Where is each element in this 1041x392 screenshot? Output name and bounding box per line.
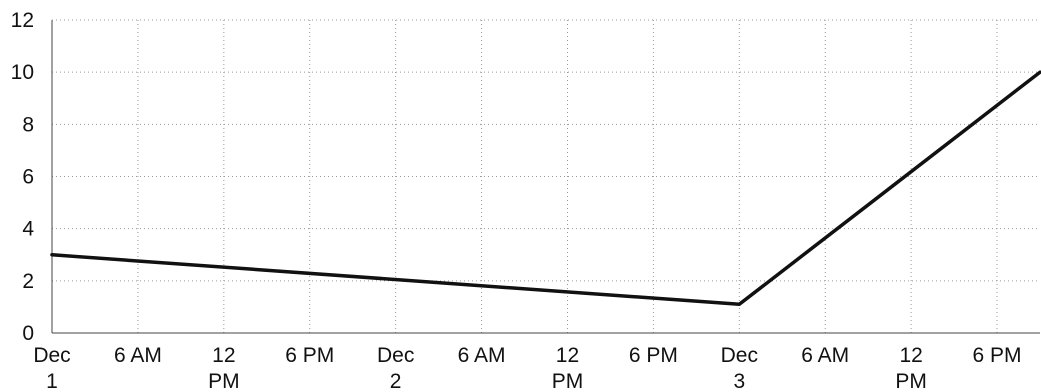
series-layer	[50, 70, 1041, 307]
x-tick-label: 12 PM	[208, 344, 240, 392]
x-tick-label: 12 PM	[895, 344, 927, 392]
y-tick-label: 4	[22, 218, 34, 241]
x-tick-label: Dec 3	[721, 344, 758, 392]
series-line-0	[50, 70, 1041, 307]
x-tick-label: 6 AM	[801, 344, 849, 367]
x-tick-label: 6 PM	[285, 344, 334, 367]
x-tick-label: 6 PM	[973, 344, 1022, 367]
axes	[51, 19, 1040, 334]
y-tick-label: 6	[22, 166, 34, 189]
y-tick-label: 8	[22, 113, 34, 136]
y-tick-label: 2	[22, 270, 34, 293]
grid	[52, 19, 1040, 333]
x-tick-label: Dec 1	[33, 344, 70, 392]
x-tick-label: 6 PM	[629, 344, 678, 367]
y-tick-label: 10	[11, 61, 34, 84]
x-tick-label: Dec 2	[377, 344, 414, 392]
y-axis-ticks: 0 2 4 6 8 10 12	[11, 9, 35, 345]
x-tick-label: 6 AM	[458, 344, 506, 367]
x-tick-label: 12 PM	[552, 344, 584, 392]
y-tick-label: 12	[11, 9, 34, 32]
x-tick-label: 6 AM	[114, 344, 162, 367]
y-tick-label: 0	[22, 322, 34, 345]
x-axis-ticks: Dec 1 6 AM 12 PM 6 PM Dec 2 6 AM 12 PM 6 PM Dec 3 6 AM…	[33, 344, 1021, 392]
